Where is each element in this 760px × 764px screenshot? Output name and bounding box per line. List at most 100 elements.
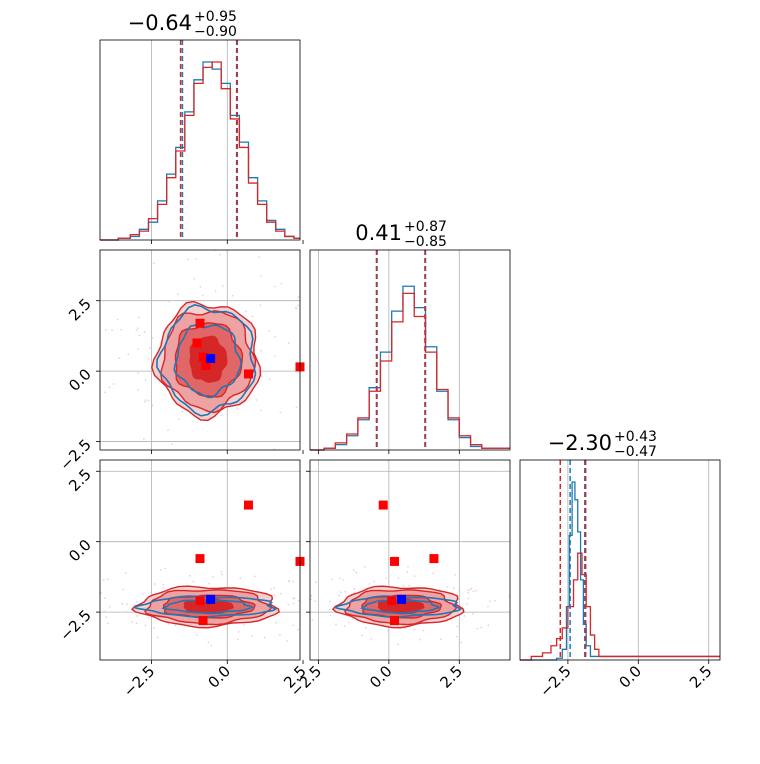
sample-point [280, 282, 283, 285]
x-tick-label: 2.5 [686, 662, 716, 692]
sample-point [210, 644, 213, 647]
marker-red [195, 318, 205, 328]
sample-point [361, 634, 364, 637]
y-tick-label: −2.5 [56, 436, 94, 474]
sample-point [278, 634, 281, 637]
sample-point [268, 330, 271, 332]
sample-point [296, 628, 299, 631]
panel-border [519, 459, 721, 661]
sample-point [177, 293, 179, 296]
marker-red [390, 616, 400, 626]
marker-blue [206, 594, 216, 604]
sample-point [295, 307, 298, 310]
sample-point [192, 580, 195, 583]
sample-point [288, 580, 291, 583]
panel-2-2 [520, 460, 720, 661]
sample-point [456, 625, 459, 628]
sample-point [135, 622, 138, 625]
sample-point [315, 581, 317, 584]
sample-point [162, 583, 165, 586]
panel-border [99, 39, 301, 241]
sample-point [211, 576, 214, 578]
sample-point [476, 627, 479, 630]
sample-point [151, 337, 154, 339]
sample-point [487, 624, 490, 627]
sample-point [260, 274, 262, 277]
sample-point [199, 285, 202, 288]
sample-point [292, 597, 295, 600]
sample-point [440, 638, 442, 641]
marker-red [195, 596, 205, 606]
sample-point [65, 597, 67, 599]
title-lower-error: −0.47 [614, 444, 657, 460]
sample-point [102, 578, 105, 581]
sample-point [195, 634, 198, 637]
sample-point [236, 407, 239, 410]
sample-point [251, 634, 254, 637]
sample-point [352, 569, 355, 571]
sample-point [273, 355, 276, 358]
sample-point [446, 585, 449, 588]
marker-red [390, 556, 400, 566]
sample-point [263, 636, 266, 639]
panel-1-0 [100, 250, 307, 454]
sample-point [164, 567, 167, 570]
sample-point [494, 599, 496, 602]
sample-point [310, 598, 312, 601]
sample-point [152, 262, 155, 265]
sample-point [353, 587, 356, 590]
sample-point [144, 379, 147, 382]
x-tick-label: 0.0 [205, 662, 235, 692]
y-tick-label: 2.5 [65, 295, 95, 325]
sample-point [466, 603, 468, 605]
sample-point [407, 565, 409, 568]
sample-point [135, 600, 138, 603]
y-tick-label: −2.5 [56, 606, 94, 644]
sample-point [397, 577, 400, 579]
sample-point [279, 411, 282, 414]
sample-point [292, 580, 295, 583]
sample-point [80, 594, 82, 596]
sample-point [351, 618, 354, 621]
sample-point [260, 375, 263, 378]
sample-point [120, 328, 122, 331]
marker-red [198, 352, 208, 362]
contour-series-b-level-0 [173, 324, 242, 399]
sample-point [153, 627, 156, 629]
sample-point [489, 600, 491, 603]
sample-point [220, 570, 223, 573]
panel-2-1 [306, 460, 514, 660]
sample-point [463, 615, 466, 617]
sample-point [286, 640, 288, 642]
sample-point [108, 386, 111, 389]
sample-point [438, 588, 441, 591]
sample-point [413, 575, 416, 578]
sample-point [297, 599, 300, 602]
sample-point [109, 605, 111, 608]
sample-point [305, 402, 307, 404]
sample-point [183, 452, 185, 454]
sample-point [147, 399, 150, 402]
sample-point [221, 284, 224, 287]
sample-point [273, 587, 276, 589]
title-upper-error: +0.87 [404, 219, 447, 235]
sample-point [295, 406, 298, 409]
sample-point [220, 414, 223, 417]
sample-point [292, 602, 295, 605]
sample-point [273, 594, 276, 597]
title-value: −2.30 [548, 431, 612, 455]
sample-point [292, 624, 295, 627]
sample-point [145, 399, 147, 401]
sample-point [512, 602, 514, 604]
sample-point [373, 580, 376, 583]
sample-point [311, 619, 314, 622]
x-tick-label: −2.5 [120, 662, 158, 700]
x-tick-label: 0.0 [616, 662, 646, 692]
sample-point [472, 590, 475, 593]
panel-border [309, 249, 511, 451]
sample-point [467, 592, 470, 594]
sample-point [306, 605, 308, 607]
sample-point [329, 614, 332, 617]
sample-point [287, 342, 290, 344]
panel-title-2: −2.30 +0.43−0.47 [548, 429, 657, 460]
